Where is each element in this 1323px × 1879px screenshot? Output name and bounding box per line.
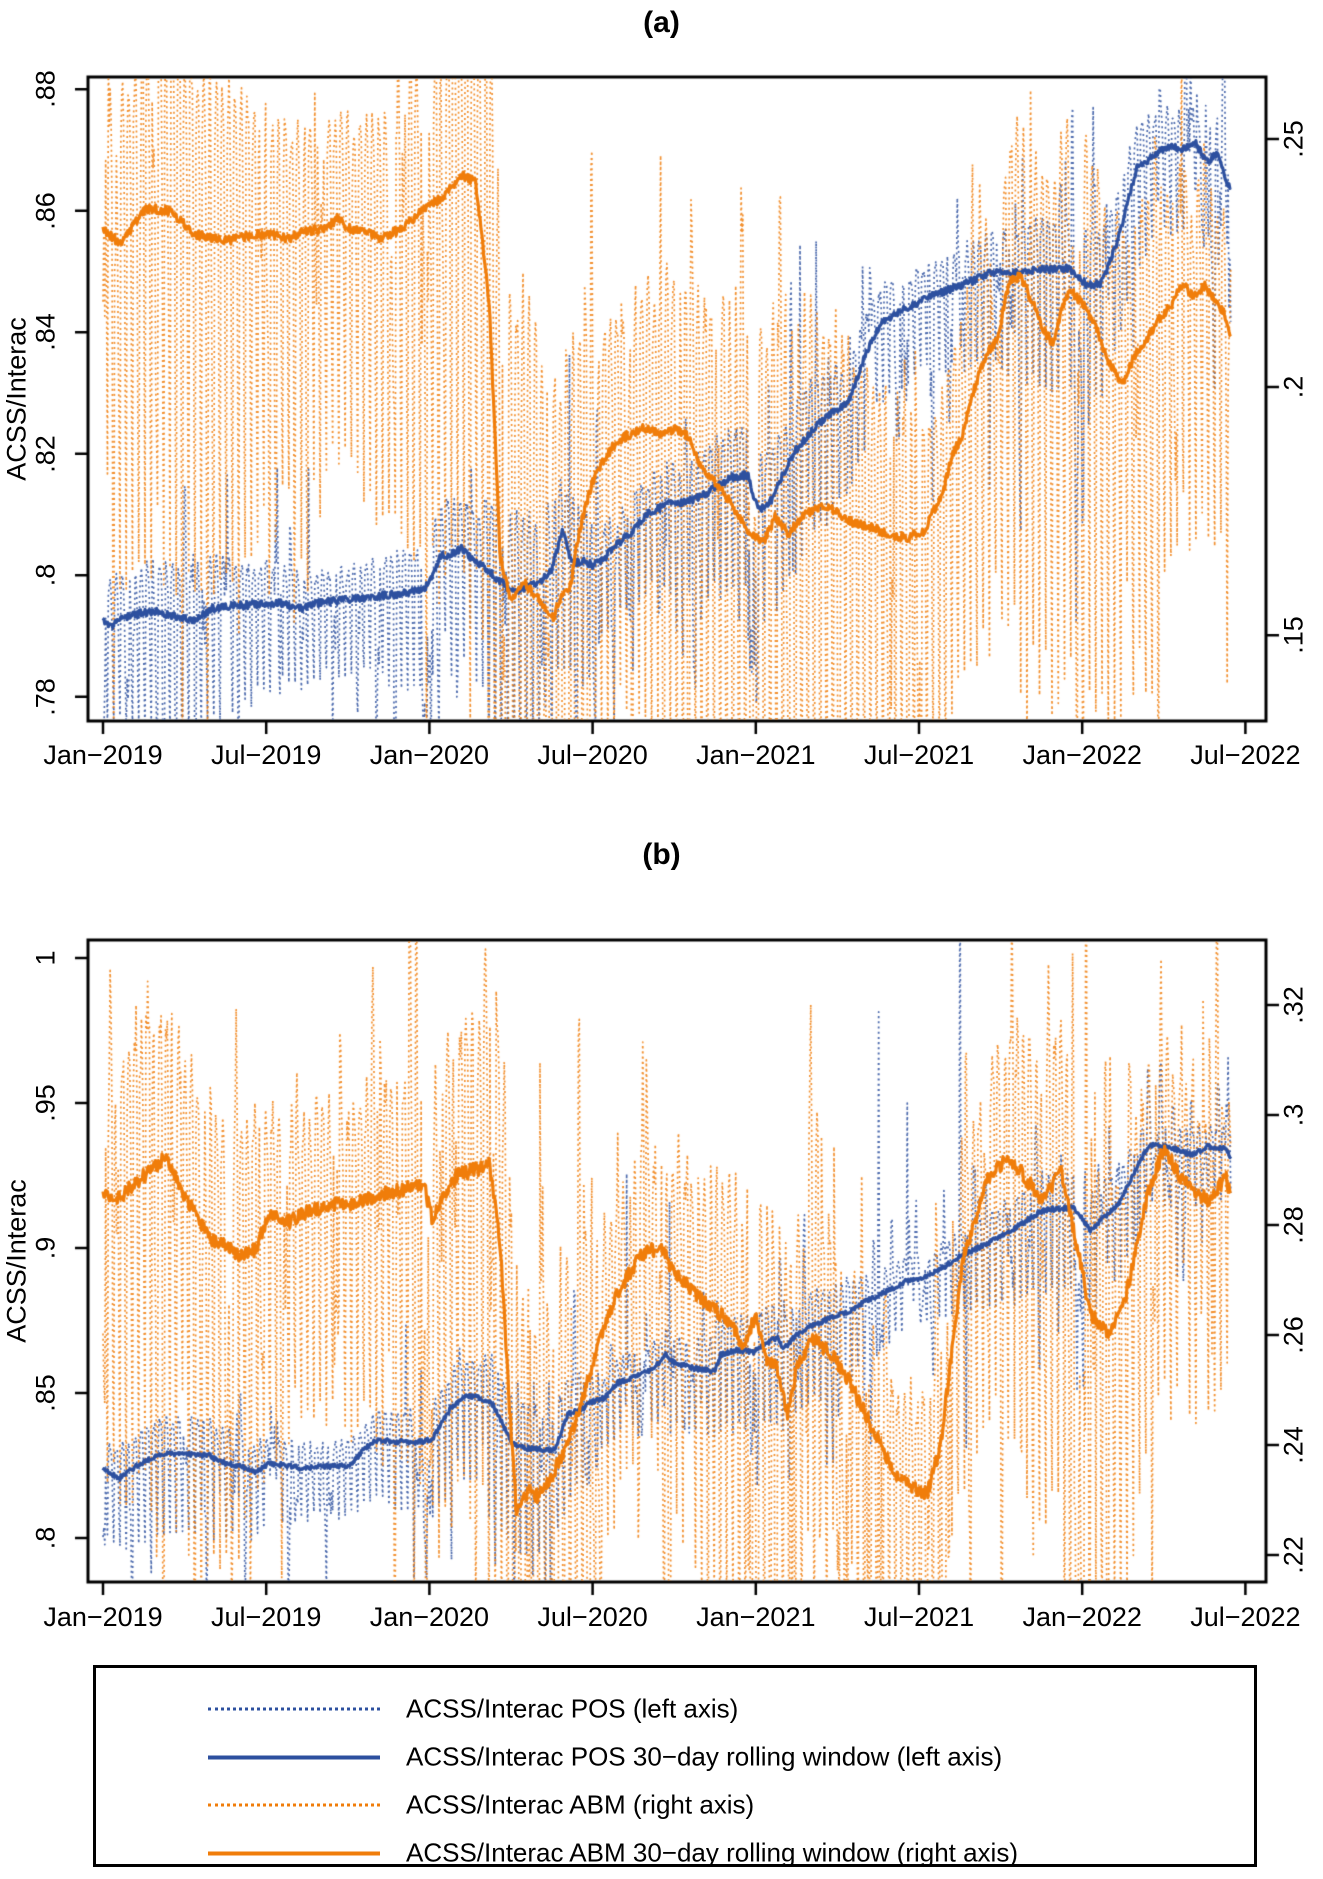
legend-item: ACSS/Interac ABM 30−day rolling window (… [208,1838,1308,1869]
y-tick-label: .86 [30,191,61,230]
x-tick-label: Jul−2022 [1190,740,1301,770]
x-tick-label: Jan−2022 [1022,740,1142,770]
y-tick-label: .85 [30,1374,61,1412]
y-tick-label: .24 [1278,1426,1309,1464]
legend-item-label: ACSS/Interac ABM (right axis) [406,1789,755,1820]
x-tick-label: Jul−2021 [863,1602,975,1632]
x-tick-label: Jan−2020 [369,1602,490,1632]
legend-item-label: ACSS/Interac POS (left axis) [406,1693,739,1724]
y-tick-label: .3 [1278,1103,1309,1127]
chart-b-y-axis-label: ACSS/Interac [1,1179,32,1343]
x-tick-label: Jul−2021 [863,740,975,770]
y-tick-label: .84 [30,313,61,351]
legend-line-dotted-orange [208,1803,380,1807]
y-tick-label: .8 [30,1526,61,1550]
legend-box: ACSS/Interac POS (left axis) ACSS/Intera… [93,1665,1257,1868]
x-tick-label: Jul−2019 [211,1602,322,1632]
chart-a-y-axis-label: ACSS/Interac [1,317,32,481]
legend-item-label: ACSS/Interac ABM 30−day rolling window (… [406,1837,1018,1868]
x-tick-label: Jan−2021 [696,740,816,770]
x-tick-label: Jan−2022 [1022,1602,1142,1632]
legend-item-label: ACSS/Interac POS 30−day rolling window (… [406,1741,1003,1772]
x-tick-label: Jan−2019 [43,740,163,770]
legend-item: ACSS/Interac POS (left axis) [208,1694,1308,1725]
y-tick-label: .15 [1278,616,1309,654]
y-tick-label: .26 [1278,1316,1309,1354]
x-tick-label: Jul−2019 [211,740,322,770]
legend-line-solid-blue [208,1755,380,1759]
y-tick-label: .88 [30,70,61,108]
x-tick-label: Jan−2019 [43,1602,163,1632]
legend-line-dotted-blue [208,1707,380,1711]
chart-b-title: (b) [642,838,681,871]
legend-item: ACSS/Interac POS 30−day rolling window (… [208,1742,1308,1773]
y-tick-label: .28 [1278,1206,1309,1244]
y-tick-label: .82 [30,434,61,473]
y-tick-label: .8 [30,563,61,587]
y-tick-label: .95 [30,1084,61,1122]
y-tick-label: 1 [30,950,61,966]
legend-item: ACSS/Interac ABM (right axis) [208,1790,1308,1821]
x-tick-label: Jan−2021 [696,1602,816,1632]
x-tick-label: Jul−2022 [1190,1602,1301,1632]
y-tick-label: .78 [30,677,61,716]
x-tick-label: Jul−2020 [537,1602,648,1632]
x-tick-label: Jan−2020 [369,740,490,770]
x-tick-label: Jul−2020 [537,740,648,770]
y-tick-label: .22 [1278,1536,1309,1574]
y-tick-label: .9 [30,1236,61,1260]
chart-a-title: (a) [643,6,680,39]
y-tick-label: .2 [1278,375,1309,399]
y-tick-label: .25 [1278,120,1309,158]
legend-line-solid-orange [208,1851,380,1855]
y-tick-label: .32 [1278,986,1309,1024]
